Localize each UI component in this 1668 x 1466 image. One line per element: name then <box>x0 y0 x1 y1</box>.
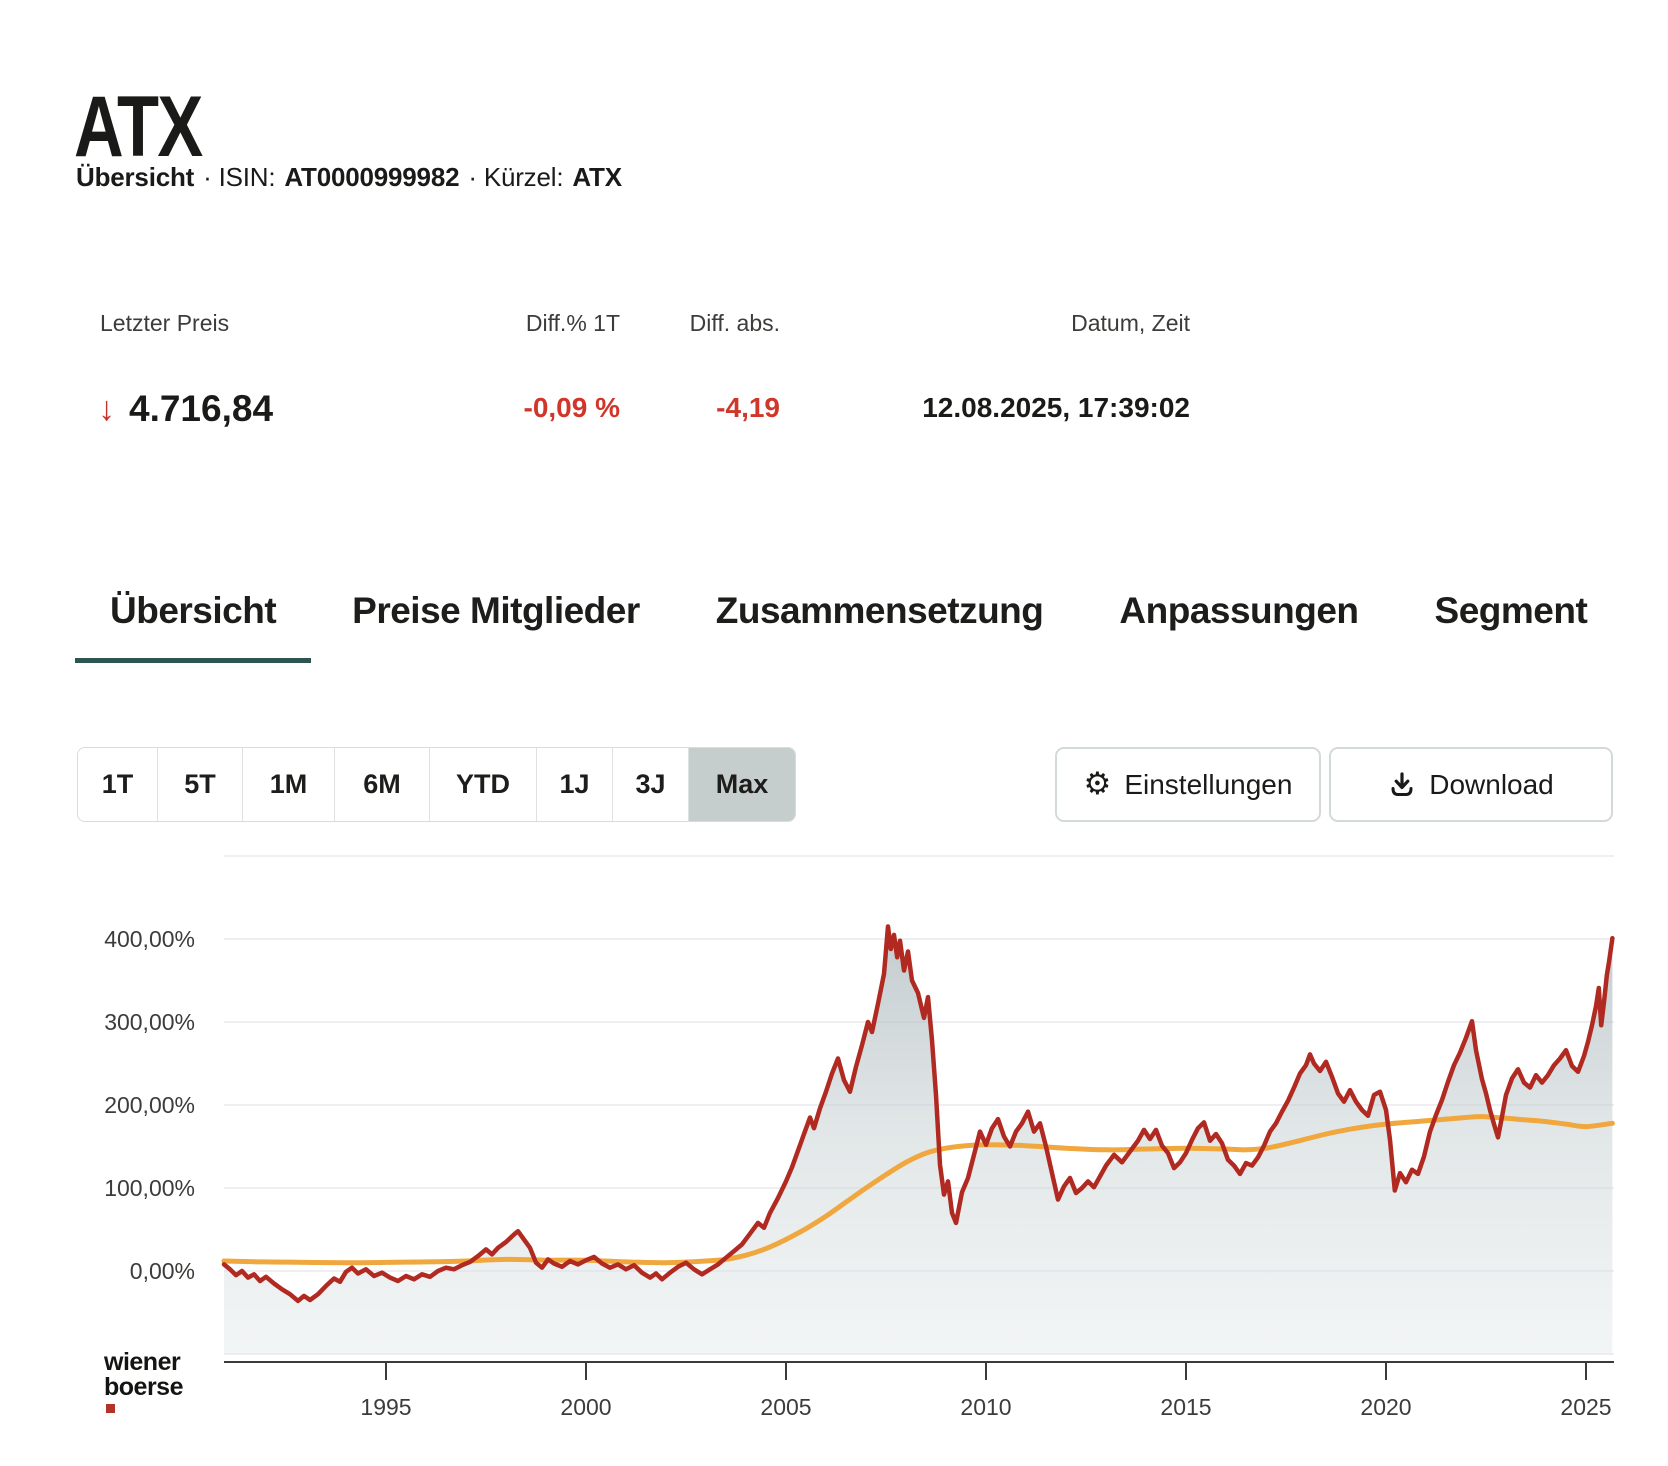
page-title: ATX <box>74 78 203 175</box>
tab-preise-mitglieder[interactable]: Preise Mitglieder <box>352 590 640 631</box>
symbol-value: ATX <box>572 162 622 192</box>
last-price-value: 4.716,84 <box>129 388 274 429</box>
range-6m[interactable]: 6M <box>335 748 430 821</box>
range-ytd[interactable]: YTD <box>430 748 537 821</box>
range-1j[interactable]: 1J <box>537 748 613 821</box>
download-icon <box>1388 771 1416 799</box>
y-axis-labels: 400,00% 300,00% 200,00% 100,00% 0,00% <box>104 926 195 1284</box>
breadcrumb: Übersicht · ISIN: AT0000999982 · Kürzel:… <box>76 162 622 193</box>
x-tick-label: 2020 <box>1360 1394 1411 1420</box>
settings-button[interactable]: ⚙ Einstellungen <box>1055 747 1321 822</box>
range-selector: 1T 5T 1M 6M YTD 1J 3J Max <box>77 747 796 822</box>
diff-pct-label: Diff.% 1T <box>525 310 620 336</box>
x-tick-label: 2000 <box>560 1394 611 1420</box>
diff-abs-value: -4,19 <box>716 392 780 423</box>
x-tick-label: 2005 <box>760 1394 811 1420</box>
performance-chart[interactable]: 1995 2000 2005 2010 2015 2020 2025 400,00% 300,… <box>0 840 1668 1466</box>
datetime-value: 12.08.2025, 17:39:02 <box>922 392 1190 423</box>
y-tick-label: 200,00% <box>104 1092 195 1118</box>
logo-line1: wiener <box>104 1348 181 1376</box>
wiener-boerse-logo: wiener boerse <box>104 1350 183 1400</box>
x-tick-label: 2025 <box>1560 1394 1611 1420</box>
average-line <box>221 1114 1615 1266</box>
subtitle-section: Übersicht <box>76 162 195 192</box>
diff-pct-value: -0,09 % <box>523 392 621 423</box>
y-tick-label: 0,00% <box>130 1258 195 1284</box>
y-tick-label: 300,00% <box>104 1009 195 1035</box>
last-price-label: Letzter Preis <box>100 310 230 336</box>
datetime-label: Datum, Zeit <box>1071 310 1190 336</box>
diff-abs-label: Diff. abs. <box>689 310 780 336</box>
tab-uebersicht[interactable]: Übersicht <box>75 590 312 663</box>
y-tick-label: 100,00% <box>104 1175 195 1201</box>
range-5t[interactable]: 5T <box>158 748 243 821</box>
tab-segment[interactable]: Segment <box>1434 590 1588 631</box>
arrow-down-icon: ↓ <box>98 390 115 428</box>
settings-button-label: Einstellungen <box>1124 768 1293 800</box>
download-button[interactable]: Download <box>1329 747 1613 822</box>
range-1t[interactable]: 1T <box>78 748 158 821</box>
range-3j[interactable]: 3J <box>613 748 689 821</box>
x-axis: 1995 2000 2005 2010 2015 2020 2025 <box>224 1361 1614 1420</box>
performance-area <box>224 926 1613 1354</box>
tab-bar: Übersicht Preise Mitglieder Zusammensetz… <box>75 590 1622 663</box>
x-tick-label: 1995 <box>360 1394 411 1420</box>
range-max[interactable]: Max <box>689 748 795 821</box>
download-button-label: Download <box>1429 768 1554 800</box>
range-1m[interactable]: 1M <box>243 748 335 821</box>
logo-red-square <box>106 1404 115 1413</box>
tab-anpassungen[interactable]: Anpassungen <box>1119 590 1359 631</box>
isin-value: AT0000999982 <box>284 162 460 192</box>
y-tick-label: 400,00% <box>104 926 195 952</box>
gear-icon: ⚙ <box>1083 766 1112 802</box>
performance-line <box>221 924 1615 1304</box>
tab-zusammensetzung[interactable]: Zusammensetzung <box>715 590 1044 631</box>
logo-line2: boerse <box>104 1373 183 1401</box>
last-price: ↓ 4.716,84 <box>98 388 273 430</box>
symbol-label: · Kürzel: <box>468 162 564 192</box>
x-tick-label: 2010 <box>960 1394 1011 1420</box>
isin-label: · ISIN: <box>203 162 276 192</box>
x-tick-label: 2015 <box>1160 1394 1211 1420</box>
